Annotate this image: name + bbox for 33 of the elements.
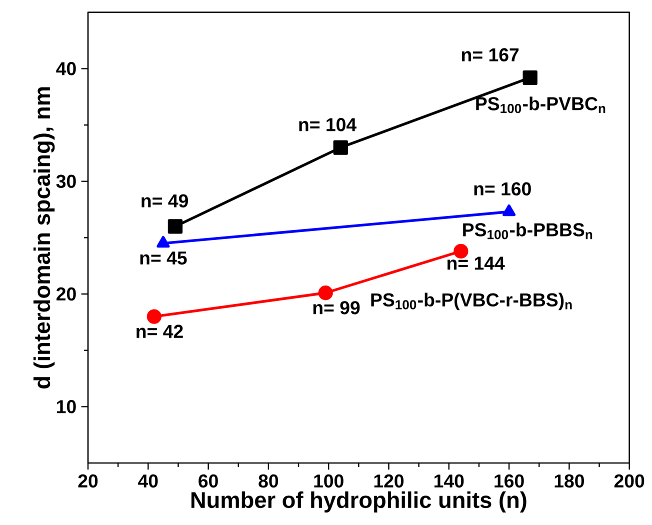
series-label: PS$_{100}$-b-PBBS$_{n}$ xyxy=(463,222,592,240)
x-tick-label: 20 xyxy=(78,474,98,488)
annotation: n= 42 xyxy=(136,324,183,338)
x-tick-label: 40 xyxy=(138,474,158,488)
annotation: n= 160 xyxy=(474,182,531,196)
annotation: n= 49 xyxy=(142,194,188,208)
y-tick-label: 40 xyxy=(56,62,76,76)
x-axis-title: Number of hydrophilic units (n) xyxy=(191,491,526,513)
point xyxy=(146,309,162,324)
x-tick-label: 140 xyxy=(434,474,464,488)
annotation: n= 167 xyxy=(462,48,519,62)
y-tick-label: 30 xyxy=(56,174,76,188)
annotation: n= 99 xyxy=(313,301,360,314)
point xyxy=(333,140,348,155)
annotation: n= 144 xyxy=(448,256,505,270)
x-tick-label: 200 xyxy=(614,474,644,488)
y-tick-label: 20 xyxy=(56,287,76,301)
point xyxy=(318,286,333,300)
point xyxy=(168,219,183,234)
x-tick-label: 160 xyxy=(494,474,524,488)
series-label: PS$_{100}$-b-P(VBC-r-BBS)$_{n}$ xyxy=(371,292,572,310)
x-tick-label: 80 xyxy=(258,474,278,488)
x-tick-label: 60 xyxy=(198,474,218,488)
point xyxy=(522,70,538,86)
x-tick-label: 120 xyxy=(374,474,404,488)
y-axis-title: d (interdomain spcaing), nm xyxy=(33,87,55,388)
annotation: n= 45 xyxy=(140,252,187,265)
annotation: n= 104 xyxy=(299,118,356,132)
series-label: PS$_{100}$-b-PVBC$_{n}$ xyxy=(476,96,606,114)
y-tick-label: 10 xyxy=(57,400,76,414)
x-tick-label: 100 xyxy=(314,474,344,488)
x-tick-label: 180 xyxy=(554,474,584,488)
point xyxy=(454,244,468,259)
